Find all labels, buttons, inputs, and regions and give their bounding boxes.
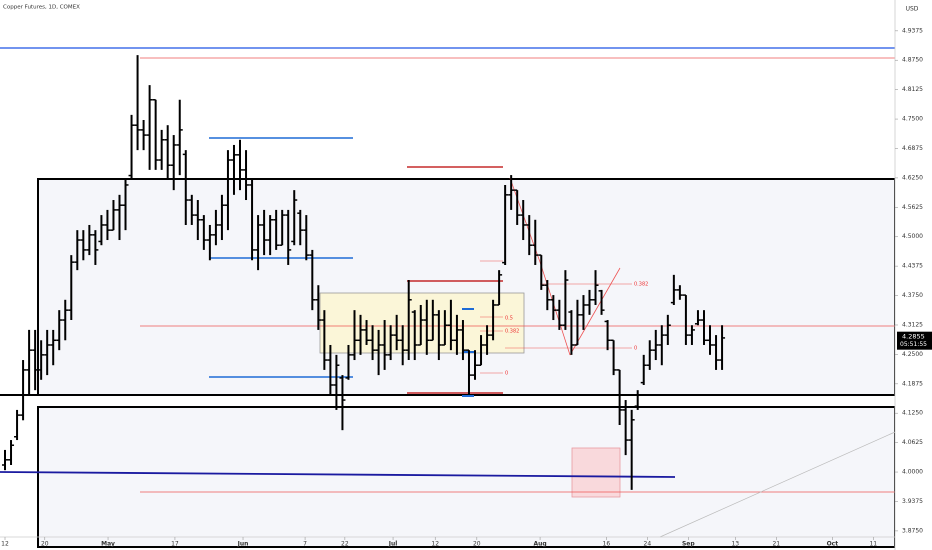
y-tick-label: 4.0000 [902,469,923,476]
fib-label: 0.5 [505,316,513,322]
y-tick-label: 4.8750 [902,57,923,64]
y-tick-label: 4.3125 [902,321,923,328]
price-axis-panel [895,0,932,550]
x-tick-label: 17 [171,541,179,548]
x-tick-label: 21 [772,541,780,548]
y-tick-label: 3.8750 [902,527,923,534]
y-tick-label: 4.7500 [902,116,923,123]
y-tick-label: 4.5000 [902,233,923,240]
range-box [37,178,896,396]
trend-line [659,431,896,538]
x-tick-label: 7 [303,541,307,548]
y-tick-label: 4.4375 [902,263,923,270]
y-tick-label: 4.0625 [902,439,923,446]
countdown-label: 05:51:55 [900,341,927,348]
x-tick-label: 13 [731,541,739,548]
y-tick-label: 4.6250 [902,174,923,181]
y-tick-label: 4.1875 [902,380,923,387]
x-tick-label: Aug [533,541,546,548]
x-tick-label: 12 [431,541,439,548]
x-tick-label: 11 [869,541,877,548]
x-tick-label: 22 [341,541,349,548]
x-tick-label: 16 [603,541,611,548]
drawings: 0.5 0.382 0 0.382 0 [0,47,896,548]
fib-label: 0 [505,371,508,377]
fib-label: 0.382 [634,282,648,288]
last-price-label: 4.2855 [902,333,925,341]
x-tick-label: 24 [644,541,652,548]
y-tick-label: 4.2500 [902,351,923,358]
y-tick-label: 4.5625 [902,204,923,211]
x-tick-label: 20 [41,541,49,548]
x-tick-label: Jul [388,541,398,548]
range-box [37,406,896,548]
x-tick-label: Oct [827,541,839,548]
fib-label: 0.382 [505,329,519,335]
y-tick-label: 4.9375 [902,27,923,34]
pattern-line [539,261,571,356]
y-tick-label: 4.3750 [902,292,923,299]
x-tick-label: Sep [682,541,695,548]
x-tick-label: 20 [473,541,481,548]
chart-title: Copper Futures, 1D, COMEX [3,5,80,11]
x-tick-label: 12 [1,541,9,548]
y-tick-label: 4.1250 [902,410,923,417]
zone-box [571,447,621,498]
y-tick-label: 4.6875 [902,145,923,152]
trend-line [0,471,676,478]
axis-unit: USD [906,6,919,13]
fib-label: 0 [634,346,637,352]
y-tick-label: 3.9375 [902,498,923,505]
y-tick-label: 4.8125 [902,86,923,93]
x-tick-label: May [101,541,115,548]
last-price-tag [897,331,932,350]
x-tick-label: Jun [237,541,249,548]
